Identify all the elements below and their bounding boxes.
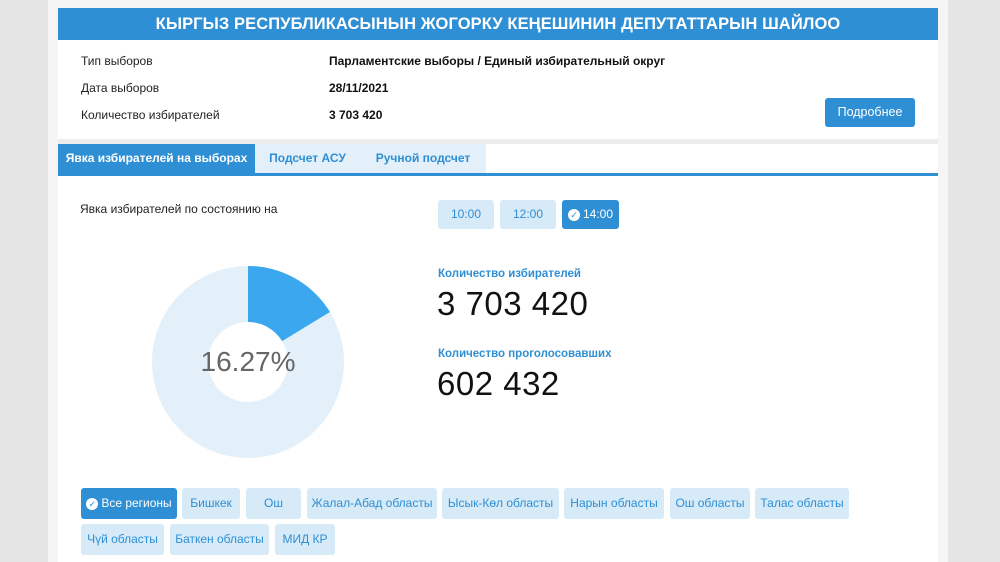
region-label: Все регионы bbox=[101, 496, 172, 510]
election-card: КЫРГЫЗ РЕСПУБЛИКАСЫНЫН ЖОГОРКУ КЕҢЕШИНИН… bbox=[58, 8, 938, 562]
region-button-all[interactable]: ✓ Все регионы bbox=[81, 488, 177, 519]
region-label: Бишкек bbox=[190, 496, 232, 510]
time-button-1400[interactable]: ✓ 14:00 bbox=[562, 200, 619, 229]
turnout-status-label: Явка избирателей по состоянию на bbox=[80, 202, 278, 216]
election-date-label: Дата выборов bbox=[81, 81, 160, 95]
stat-voters-label: Количество избирателей bbox=[438, 268, 581, 280]
page-background: КЫРГЫЗ РЕСПУБЛИКАСЫНЫН ЖОГОРКУ КЕҢЕШИНИН… bbox=[48, 0, 948, 562]
more-details-button[interactable]: Подробнее bbox=[825, 98, 915, 127]
region-label: Нарын областы bbox=[570, 496, 658, 510]
section-divider bbox=[58, 139, 938, 144]
region-button-batken[interactable]: Баткен областы bbox=[170, 524, 269, 555]
page-title: КЫРГЫЗ РЕСПУБЛИКАСЫНЫН ЖОГОРКУ КЕҢЕШИНИН… bbox=[58, 8, 938, 40]
region-label: Ысык-Көл областы bbox=[447, 496, 554, 510]
time-button-label: 14:00 bbox=[582, 207, 614, 221]
region-button-naryn[interactable]: Нарын областы bbox=[564, 488, 664, 519]
region-label: Ош bbox=[264, 496, 283, 510]
region-button-issyk-kul[interactable]: Ысык-Көл областы bbox=[442, 488, 559, 519]
region-button-jalal-abad[interactable]: Жалал-Абад областы bbox=[307, 488, 437, 519]
region-label: Ош областы bbox=[675, 496, 745, 510]
region-button-talas[interactable]: Талас областы bbox=[755, 488, 849, 519]
election-type-label: Тип выборов bbox=[81, 54, 153, 68]
tab-asu-count[interactable]: Подсчет АСУ bbox=[255, 144, 360, 173]
voters-count-label: Количество избирателей bbox=[81, 108, 220, 122]
region-label: МИД КР bbox=[282, 532, 328, 546]
stat-voters-value: 3 703 420 bbox=[437, 285, 589, 322]
region-label: Баткен областы bbox=[175, 532, 264, 546]
turnout-percent: 16.27% bbox=[200, 346, 296, 377]
region-button-mfa[interactable]: МИД КР bbox=[275, 524, 335, 555]
tab-turnout[interactable]: Явка избирателей на выборах bbox=[58, 144, 255, 173]
donut-turnout-arc bbox=[248, 266, 330, 342]
stat-voted-value: 602 432 bbox=[437, 365, 560, 402]
region-button-chui[interactable]: Чүй областы bbox=[81, 524, 164, 555]
time-button-label: 10:00 bbox=[450, 207, 482, 221]
time-button-1000[interactable]: 10:00 bbox=[438, 200, 494, 229]
region-label: Чүй областы bbox=[87, 532, 158, 546]
region-button-osh-region[interactable]: Ош областы bbox=[670, 488, 750, 519]
region-label: Жалал-Абад областы bbox=[311, 496, 433, 510]
check-icon: ✓ bbox=[567, 208, 580, 221]
region-button-bishkek[interactable]: Бишкек bbox=[182, 488, 240, 519]
voters-count-value: 3 703 420 bbox=[329, 108, 383, 122]
stat-voted-label: Количество проголосовавших bbox=[438, 348, 612, 360]
time-button-1200[interactable]: 12:00 bbox=[500, 200, 556, 229]
tab-manual-count[interactable]: Ручной подсчет bbox=[360, 144, 486, 173]
region-button-osh-city[interactable]: Ош bbox=[246, 488, 301, 519]
check-icon: ✓ bbox=[86, 497, 99, 510]
turnout-donut-chart: 16.27% bbox=[152, 266, 344, 458]
election-type-value: Парламентские выборы / Единый избиратель… bbox=[329, 54, 666, 68]
donut-svg bbox=[152, 266, 344, 458]
region-label: Талас областы bbox=[760, 496, 844, 510]
time-button-label: 12:00 bbox=[512, 207, 544, 221]
tab-bar: Явка избирателей на выборах Подсчет АСУ … bbox=[58, 144, 938, 176]
election-date-value: 28/11/2021 bbox=[329, 81, 389, 95]
